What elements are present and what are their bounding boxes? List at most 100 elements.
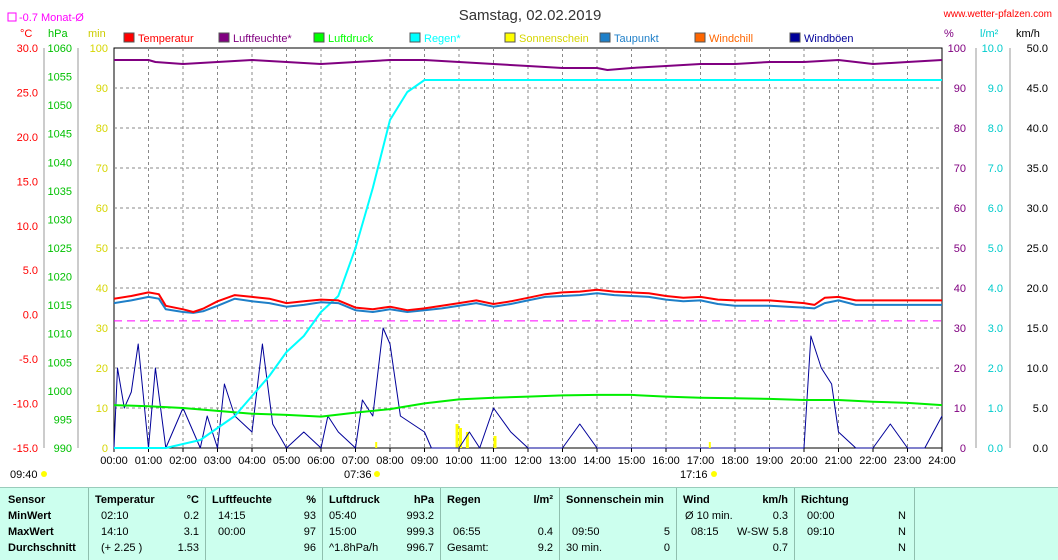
- pressure-axis-label: 1045: [48, 129, 72, 141]
- sunset-time: 17:16: [680, 469, 708, 481]
- chart-legend: Temperatur Luftfeuchte* Luftdruck Regen* Son…: [123, 32, 854, 45]
- hum-avg-value: 96: [303, 542, 316, 554]
- row-label-min: MinWert: [8, 510, 52, 522]
- x-tick-label: 06:00: [307, 455, 335, 467]
- x-tick-label: 07:00: [342, 455, 370, 467]
- press-max-value: 999.3: [406, 526, 434, 538]
- rain-axis-label: 0.0: [988, 443, 1003, 455]
- rain-axis-label: 4.0: [988, 283, 1003, 295]
- legend-swatch: [599, 32, 611, 43]
- x-tick-label: 11:00: [480, 455, 507, 467]
- series-line-windben: [113, 327, 943, 449]
- chart-title: Samstag, 02.02.2019: [459, 7, 602, 24]
- temperature-axis-label: -15.0: [13, 443, 38, 455]
- temperature-axis-label: 5.0: [23, 265, 38, 277]
- legend-label: Windböen: [804, 33, 854, 45]
- col-sensor: Sensor MinWert MaxWert Durchschnitt: [0, 488, 88, 560]
- temp-min-value: 0.2: [183, 510, 199, 522]
- x-tick-label: 10:00: [445, 455, 473, 467]
- pressure-axis-label: 1050: [48, 100, 72, 112]
- pressure-axis-label: 1025: [48, 243, 72, 255]
- press-max-time: 15:00: [329, 526, 357, 538]
- temp-avg-delta: (+ 2.25 ): [101, 542, 143, 554]
- wind-axis-label: 20.0: [1027, 283, 1048, 295]
- col-temperature: Temperatur °C 02:10 0.2 14:10 3.1 (+ 2.2…: [88, 488, 205, 560]
- wind-axis-label: 35.0: [1027, 163, 1048, 175]
- legend-swatch: [123, 32, 135, 43]
- temp-min-time: 02:10: [101, 510, 129, 522]
- unit-hpa: hPa: [48, 28, 68, 40]
- humidity-axis-label: 100: [948, 43, 966, 55]
- legend-label: Sonnenschein: [519, 33, 589, 45]
- humidity-unit: %: [306, 494, 316, 506]
- legend-label: Luftdruck: [328, 33, 374, 45]
- row-label-avg: Durchschnitt: [8, 542, 76, 554]
- x-tick-label: 20:00: [790, 455, 818, 467]
- wind-axis-label: 45.0: [1027, 83, 1048, 95]
- x-tick-label: 09:00: [411, 455, 439, 467]
- humidity-axis-label: 40: [954, 283, 966, 295]
- temperature-header: Temperatur: [95, 494, 155, 506]
- x-tick-label: 12:00: [514, 455, 542, 467]
- legend-label: Taupunkt: [614, 33, 659, 45]
- minutes-axis-label: 0: [102, 443, 108, 455]
- hum-min-time: 14:15: [218, 510, 246, 522]
- col-empty: [914, 488, 1058, 560]
- wind-axis-label: 40.0: [1027, 123, 1048, 135]
- press-min-value: 993.2: [406, 510, 434, 522]
- temperature-unit: °C: [186, 494, 199, 506]
- humidity-axis-label: 0: [960, 443, 966, 455]
- rain-axis-label: 3.0: [988, 323, 1003, 335]
- pressure-axis-label: 995: [54, 414, 72, 426]
- rain-axis-label: 2.0: [988, 363, 1003, 375]
- minutes-axis-label: 50: [96, 243, 108, 255]
- rain-max-time: 06:55: [453, 526, 481, 538]
- direction-header: Richtung: [801, 494, 849, 506]
- humidity-axis-label: 10: [954, 403, 966, 415]
- humidity-header: Luftfeuchte: [212, 494, 272, 506]
- rain-axis-label: 5.0: [988, 243, 1003, 255]
- pressure-axis-label: 1040: [48, 157, 72, 169]
- temperature-axis-label: 25.0: [17, 87, 38, 99]
- col-pressure: Luftdruck hPa 05:40 993.2 15:00 999.3 ^1…: [322, 488, 440, 560]
- col-rain: Regen l/m² 06:55 0.4 Gesamt: 9.2: [440, 488, 559, 560]
- website-link[interactable]: www.wetter-pfalzen.com: [943, 9, 1052, 20]
- hum-min-value: 93: [303, 510, 316, 522]
- temperature-axis-label: -10.0: [13, 399, 38, 411]
- legend-swatch: [694, 32, 706, 43]
- legend-label: Regen*: [424, 33, 461, 45]
- humidity-axis-label: 60: [954, 203, 966, 215]
- left-corner-time: 09:40: [10, 469, 38, 481]
- series-line-luftdruck: [113, 393, 943, 418]
- press-avg-value: 996.7: [406, 542, 434, 554]
- x-tick-label: 21:00: [825, 455, 853, 467]
- chart-series: [113, 59, 943, 449]
- humidity-axis-label: 70: [954, 163, 966, 175]
- wind-avg-value: 0.7: [772, 542, 788, 554]
- col-wind: Wind km/h Ø 10 min. 0.3 08:15 W-SW 5.8 0…: [676, 488, 794, 560]
- sun-max-time: 09:50: [572, 526, 600, 538]
- pressure-axis-label: 1020: [48, 272, 72, 284]
- unit-celsius: °C: [20, 28, 32, 40]
- dir-min-value: N: [898, 510, 906, 522]
- x-tick-label: 19:00: [756, 455, 784, 467]
- wind-max-time: 08:15: [691, 526, 719, 538]
- rain-axis-label: 1.0: [988, 403, 1003, 415]
- humidity-axis-label: 30: [954, 323, 966, 335]
- legend-swatch: [218, 32, 230, 43]
- wind-avg10-value: 0.3: [772, 510, 788, 522]
- sun-total-value: 0: [663, 542, 670, 554]
- legend-label: Luftfeuchte*: [233, 33, 292, 45]
- temperature-axis-label: 30.0: [17, 43, 38, 55]
- sunset-icon: [711, 471, 717, 477]
- pressure-axis-label: 1030: [48, 214, 72, 226]
- sunshine-bar: [465, 432, 469, 448]
- series-line-taupunkt: [113, 292, 942, 314]
- hum-max-value: 97: [303, 526, 316, 538]
- temp-max-time: 14:10: [101, 526, 129, 538]
- rain-axis-label: 10.0: [982, 43, 1003, 55]
- stats-table: Sensor MinWert MaxWert Durchschnitt Temp…: [0, 487, 1058, 560]
- minutes-axis-label: 40: [96, 283, 108, 295]
- minutes-axis-label: 60: [96, 203, 108, 215]
- series-line-temperatur: [113, 288, 942, 313]
